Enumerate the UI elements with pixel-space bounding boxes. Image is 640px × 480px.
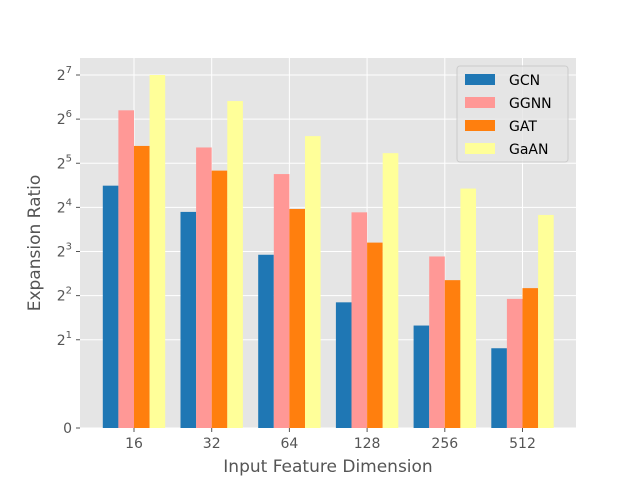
bar-gat-512 — [522, 288, 539, 428]
bar-gat-16 — [134, 145, 150, 428]
bar-gcn-128 — [335, 302, 352, 428]
bar-gat-32 — [211, 170, 228, 429]
y-axis-label: Expansion Ratio — [25, 175, 45, 312]
legend-swatch-ggnn — [465, 97, 495, 108]
y-tick-label: 27 — [57, 65, 72, 84]
x-tick-label: 16 — [125, 436, 143, 452]
x-tick-label: 256 — [431, 436, 458, 452]
bar-gaan-512 — [538, 214, 554, 428]
y-tick-label: 0 — [63, 421, 72, 437]
bar-ggnn-512 — [506, 298, 523, 428]
bar-gaan-128 — [382, 153, 399, 428]
bar-gaan-64 — [305, 136, 321, 429]
y-tick-exponent: 4 — [66, 197, 72, 208]
bars — [102, 75, 554, 429]
y-tick-base: 2 — [57, 245, 66, 261]
y-tick-exponent: 3 — [66, 242, 72, 253]
bar-gat-128 — [367, 242, 383, 428]
legend-box — [456, 65, 569, 163]
x-tick-label: 128 — [354, 436, 381, 452]
y-tick-label: 22 — [57, 286, 72, 305]
x-tick-label: 64 — [280, 436, 298, 452]
y-tick-exponent: 1 — [66, 330, 72, 341]
bar-gaan-32 — [227, 101, 243, 429]
legend-swatch-gcn — [465, 74, 495, 85]
bar-ggnn-32 — [196, 147, 212, 428]
bar-gcn-32 — [180, 211, 197, 428]
x-axis-label: Input Feature Dimension — [223, 457, 432, 477]
bar-gat-64 — [289, 208, 305, 428]
y-tick-exponent: 5 — [66, 153, 72, 164]
x-tick-label: 512 — [509, 436, 536, 452]
bar-gcn-512 — [491, 348, 507, 428]
legend-label-gcn: GCN — [509, 73, 540, 89]
y-tick-base: 0 — [63, 421, 72, 437]
bar-gcn-256 — [413, 325, 430, 428]
legend: GCN GGNN GAT GaAN — [456, 65, 569, 163]
bar-ggnn-128 — [351, 212, 368, 428]
bar-ggnn-16 — [118, 110, 134, 429]
y-tick-label: 21 — [57, 330, 72, 349]
bar-ggnn-256 — [429, 256, 445, 428]
y-tick-label: 23 — [57, 242, 72, 261]
legend-swatch-gaan — [465, 143, 495, 154]
legend-label-ggnn: GGNN — [509, 96, 552, 112]
y-tick-base: 2 — [57, 112, 66, 128]
bar-gaan-256 — [460, 188, 476, 428]
bar-gaan-16 — [149, 75, 166, 428]
y-tick-base: 2 — [57, 156, 66, 172]
legend-label-gat: GAT — [509, 119, 537, 135]
y-tick-label: 24 — [57, 197, 72, 216]
y-tick-label: 26 — [57, 109, 72, 128]
y-tick-base: 2 — [57, 68, 66, 84]
bar-gat-256 — [444, 280, 461, 428]
bar-gcn-64 — [258, 254, 274, 428]
y-tick-base: 2 — [57, 333, 66, 349]
bar-ggnn-64 — [273, 174, 290, 428]
legend-label-gaan: GaAN — [509, 142, 548, 158]
x-axis: 16 32 64 128 256 512 — [125, 428, 536, 452]
legend-swatch-gat — [465, 120, 495, 131]
y-tick-base: 2 — [57, 200, 66, 216]
y-tick-label: 25 — [57, 153, 72, 172]
y-tick-exponent: 6 — [66, 109, 72, 120]
y-tick-exponent: 7 — [66, 65, 72, 76]
bar-gcn-16 — [102, 185, 119, 428]
y-tick-base: 2 — [57, 289, 66, 305]
x-tick-label: 32 — [203, 436, 221, 452]
y-tick-exponent: 2 — [66, 286, 72, 297]
